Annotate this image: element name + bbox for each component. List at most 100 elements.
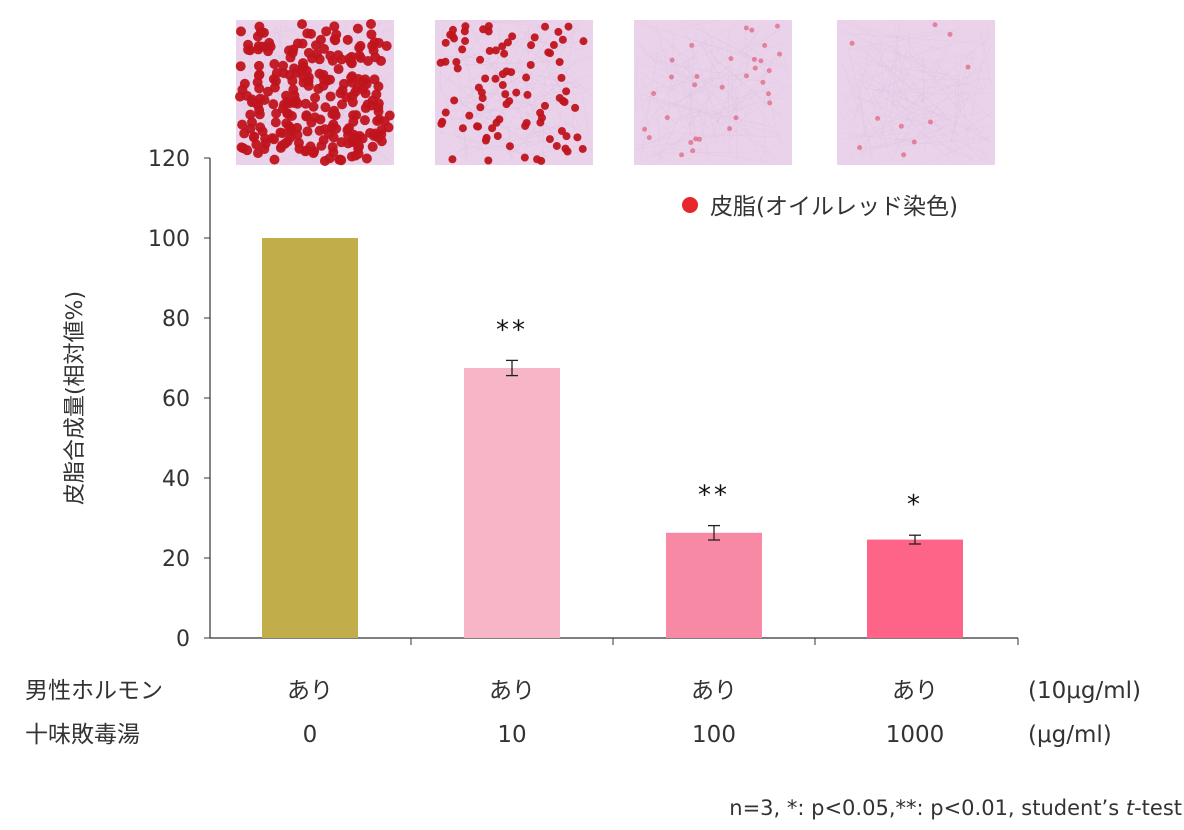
lipid-droplet [322, 75, 333, 86]
cell-texture [839, 94, 959, 118]
cell-texture [655, 82, 661, 165]
lipid-droplet [688, 140, 694, 146]
cell-texture [527, 150, 559, 156]
y-tick-label: 40 [162, 467, 190, 492]
lipid-droplet [911, 139, 917, 145]
cell-texture [638, 93, 693, 110]
lipid-droplet [646, 135, 652, 141]
cell-texture [634, 56, 639, 114]
cell-texture [922, 52, 926, 152]
lipid-droplet [555, 57, 564, 66]
cell-texture [665, 29, 672, 34]
cell-texture [687, 56, 711, 164]
lipid-droplet [271, 68, 282, 79]
cell-texture [519, 69, 541, 97]
lipid-droplet [367, 141, 378, 152]
lipid-droplet [292, 122, 303, 133]
cell-texture [650, 115, 682, 143]
cell-texture [923, 61, 925, 103]
lipid-droplet [503, 38, 512, 47]
lipid-droplet [693, 136, 699, 142]
cell-texture [456, 136, 491, 148]
cell-texture [880, 62, 982, 163]
row-value: あり [287, 678, 333, 704]
cell-texture [332, 95, 366, 115]
cell-texture [700, 43, 783, 119]
cell-texture [638, 89, 654, 134]
cell-texture [897, 41, 911, 49]
lipid-droplet [669, 57, 675, 63]
cell-texture [439, 20, 532, 22]
cell-texture [438, 29, 485, 94]
cell-texture [634, 87, 771, 150]
cell-texture [581, 92, 593, 155]
cell-texture [951, 50, 976, 142]
cell-texture [640, 25, 715, 136]
cell-texture [725, 101, 761, 112]
cell-texture [656, 53, 677, 87]
cell-texture [886, 89, 993, 143]
lipid-droplet [310, 92, 321, 103]
lipid-droplet [298, 77, 309, 88]
cell-texture [529, 25, 582, 76]
cell-texture [955, 57, 961, 112]
lipid-droplet [243, 44, 254, 55]
lipid-droplet [562, 132, 571, 141]
lipid-droplet [774, 23, 780, 29]
cell-texture [840, 62, 872, 110]
lipid-droplet [367, 40, 378, 51]
cell-texture [501, 66, 568, 152]
lipid-droplet [561, 144, 570, 153]
cell-texture [461, 144, 549, 157]
lipid-droplet [301, 110, 312, 121]
lipid-droplet [287, 75, 298, 86]
lipid-droplet [901, 152, 907, 158]
lipid-droplet [275, 127, 286, 138]
cell-texture [463, 128, 467, 163]
bar-0 [262, 238, 358, 638]
micrograph-image-10 [435, 20, 594, 165]
cell-texture [680, 36, 784, 67]
cell-texture [858, 47, 901, 81]
cell-texture [925, 53, 985, 111]
cell-texture [508, 33, 569, 125]
cell-texture [970, 127, 987, 140]
cell-texture [936, 103, 967, 127]
cell-texture [872, 89, 935, 94]
lipid-droplet [282, 108, 293, 119]
lipid-droplet [269, 154, 280, 165]
lipid-droplet [271, 108, 282, 119]
cell-texture [899, 52, 974, 72]
cell-texture [517, 54, 536, 122]
lipid-droplet [270, 117, 281, 128]
cell-texture [937, 100, 962, 117]
cell-texture [466, 20, 523, 25]
cell-texture [464, 27, 489, 39]
cell-texture [526, 87, 556, 108]
lipid-droplet [758, 58, 764, 64]
cell-texture [700, 69, 713, 148]
lipid-droplet [564, 22, 573, 31]
cell-texture [311, 25, 359, 78]
cell-texture [639, 72, 727, 118]
cell-texture [725, 97, 787, 99]
cell-texture [898, 99, 915, 126]
cell-texture [890, 77, 987, 103]
lipid-droplet [345, 57, 356, 68]
cell-texture [860, 45, 935, 85]
lipid-droplet [696, 136, 702, 142]
cell-texture [855, 132, 865, 157]
cell-texture [665, 28, 783, 91]
lipid-droplet [366, 29, 377, 40]
lipid-droplet [238, 143, 249, 154]
cell-texture [859, 84, 867, 151]
cell-texture [859, 126, 876, 159]
cell-texture [685, 85, 789, 162]
lipid-droplet [309, 146, 320, 157]
cell-texture [573, 93, 577, 101]
lipid-droplet [359, 115, 370, 126]
cell-texture [667, 106, 746, 148]
lipid-droplet [324, 153, 335, 164]
y-tick-label: 120 [148, 147, 190, 172]
lipid-droplet [751, 56, 757, 62]
